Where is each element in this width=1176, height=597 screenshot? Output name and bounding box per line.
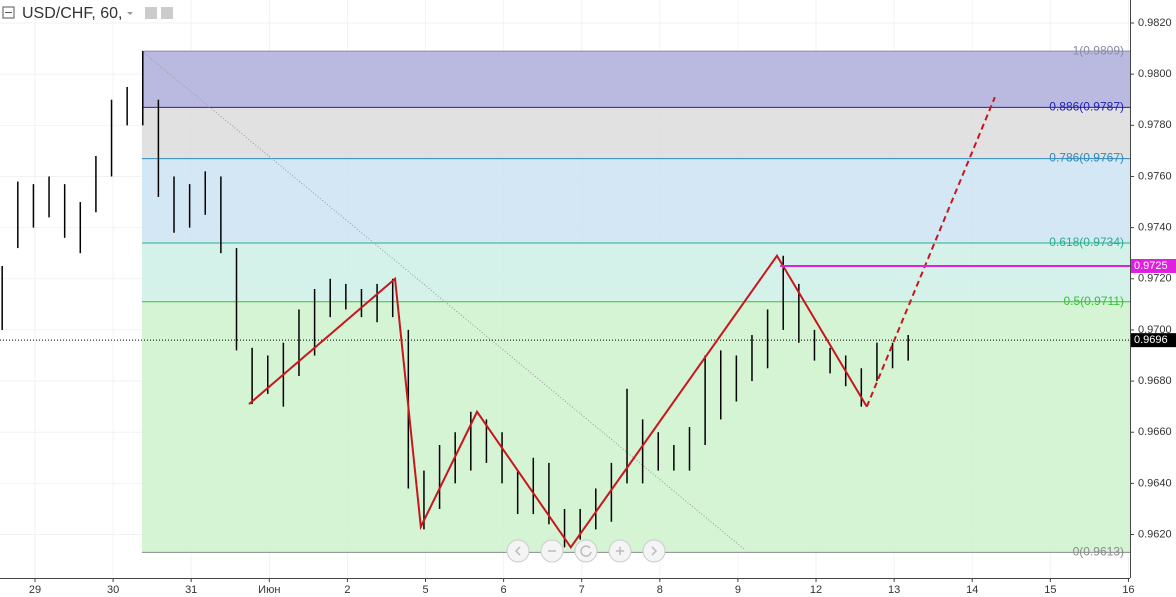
icon-right [651, 546, 658, 556]
x-tick-label: 30 [107, 584, 119, 596]
x-tick-label: 6 [501, 584, 507, 596]
y-tick-label: 0.9660 [1138, 426, 1172, 438]
y-tick-label: 0.9680 [1138, 375, 1172, 387]
x-tick-label: 13 [888, 584, 900, 596]
x-tick-label: 2 [344, 584, 350, 596]
x-tick-label: 15 [1044, 584, 1056, 596]
fib-label: 0.618(0.9734) [1049, 235, 1124, 249]
x-tick-label: 31 [185, 584, 197, 596]
y-tick-label: 0.9640 [1138, 477, 1172, 489]
price-tag-label: 0.9696 [1134, 334, 1168, 346]
x-tick-label: 29 [29, 584, 41, 596]
scroll-right[interactable] [642, 539, 666, 563]
y-tick-label: 0.9620 [1138, 528, 1172, 540]
icon-left [514, 546, 521, 556]
y-tick-label: 0.9800 [1138, 68, 1172, 80]
fib-label: 0(0.9613) [1073, 545, 1124, 559]
fib-band [141, 51, 1130, 108]
reset[interactable] [574, 539, 598, 563]
chart-title: USD/CHF, 60, [22, 5, 122, 22]
fib-band [141, 301, 1130, 553]
y-tick-label: 0.9720 [1138, 273, 1172, 285]
y-tick-label: 0.9780 [1138, 119, 1172, 131]
fib-band [141, 158, 1130, 243]
x-tick-label: 12 [810, 584, 822, 596]
x-tick-label: 8 [657, 584, 663, 596]
y-tick-label: 0.9820 [1138, 17, 1172, 29]
fib-label: 0.886(0.9787) [1049, 100, 1124, 114]
x-tick-label: 16 [1122, 584, 1134, 596]
fib-label: 0.5(0.9711) [1064, 294, 1125, 308]
nav-icons [514, 545, 658, 557]
projection-line [865, 96, 996, 408]
x-tick-label: 7 [579, 584, 585, 596]
zigzag-line [248, 253, 868, 550]
x-tick-label: 9 [735, 584, 741, 596]
y-tick-label: 0.9700 [1138, 324, 1172, 336]
fib-label: 1(0.9809) [1073, 43, 1124, 57]
scroll-left[interactable] [506, 539, 530, 563]
caret[interactable] [127, 12, 133, 15]
x-tick-label: Июн [258, 584, 280, 596]
toggle-icon[interactable] [2, 6, 15, 19]
icon-reset [580, 545, 592, 557]
fib-label: 0.786(0.9767) [1049, 151, 1124, 165]
x-tick-label: 14 [966, 584, 978, 596]
y-tick-label: 0.9760 [1138, 170, 1172, 182]
x-tick-label: 5 [422, 584, 428, 596]
y-tick-label: 0.9740 [1138, 222, 1172, 234]
price-tag [1131, 258, 1176, 273]
nav-buttons [506, 539, 666, 563]
price-tag-label: 0.9725 [1134, 260, 1168, 272]
price-tag [1131, 333, 1176, 348]
remove-icon[interactable] [161, 7, 173, 19]
layers: 1(0.9809) 0.886(0.9787) 0.786(0.9767) 0.618… [0, 0, 1130, 578]
settings-icon[interactable] [145, 7, 157, 19]
fib-band [141, 107, 1130, 159]
fib-band [141, 242, 1130, 302]
icon-plus [616, 547, 624, 555]
